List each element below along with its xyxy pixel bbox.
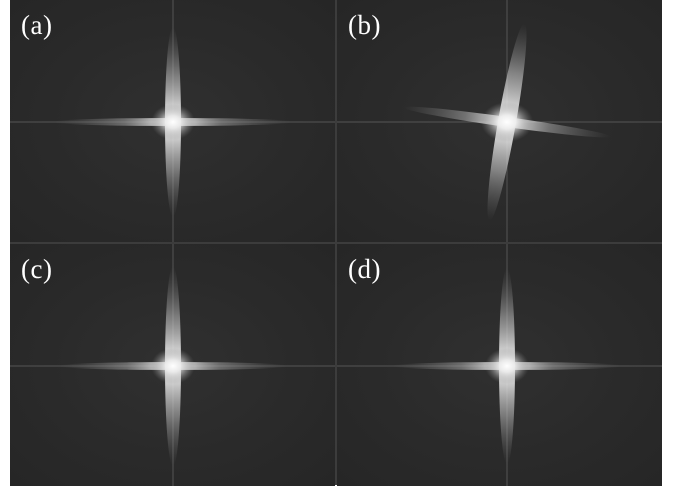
panel-c: (c)	[10, 244, 335, 486]
fft-spectrum-c	[10, 244, 335, 486]
central-peak	[151, 348, 195, 384]
figure: (a)	[10, 0, 662, 486]
panel-label-c: (c)	[21, 254, 53, 284]
panel-divider-horizontal	[10, 242, 662, 244]
central-peak	[485, 348, 529, 384]
panel-label-b: (b)	[348, 10, 381, 40]
central-peak	[481, 102, 533, 142]
panel-d: (d)	[337, 244, 662, 486]
panel-b: (b)	[337, 0, 662, 242]
central-peak	[151, 104, 195, 140]
fft-spectrum-d	[337, 244, 662, 486]
panel-a: (a)	[10, 0, 335, 242]
panel-label-a: (a)	[21, 10, 53, 40]
panel-label-d: (d)	[348, 254, 381, 284]
fft-spectrum-a	[10, 0, 335, 242]
fft-spectrum-b	[337, 0, 662, 242]
